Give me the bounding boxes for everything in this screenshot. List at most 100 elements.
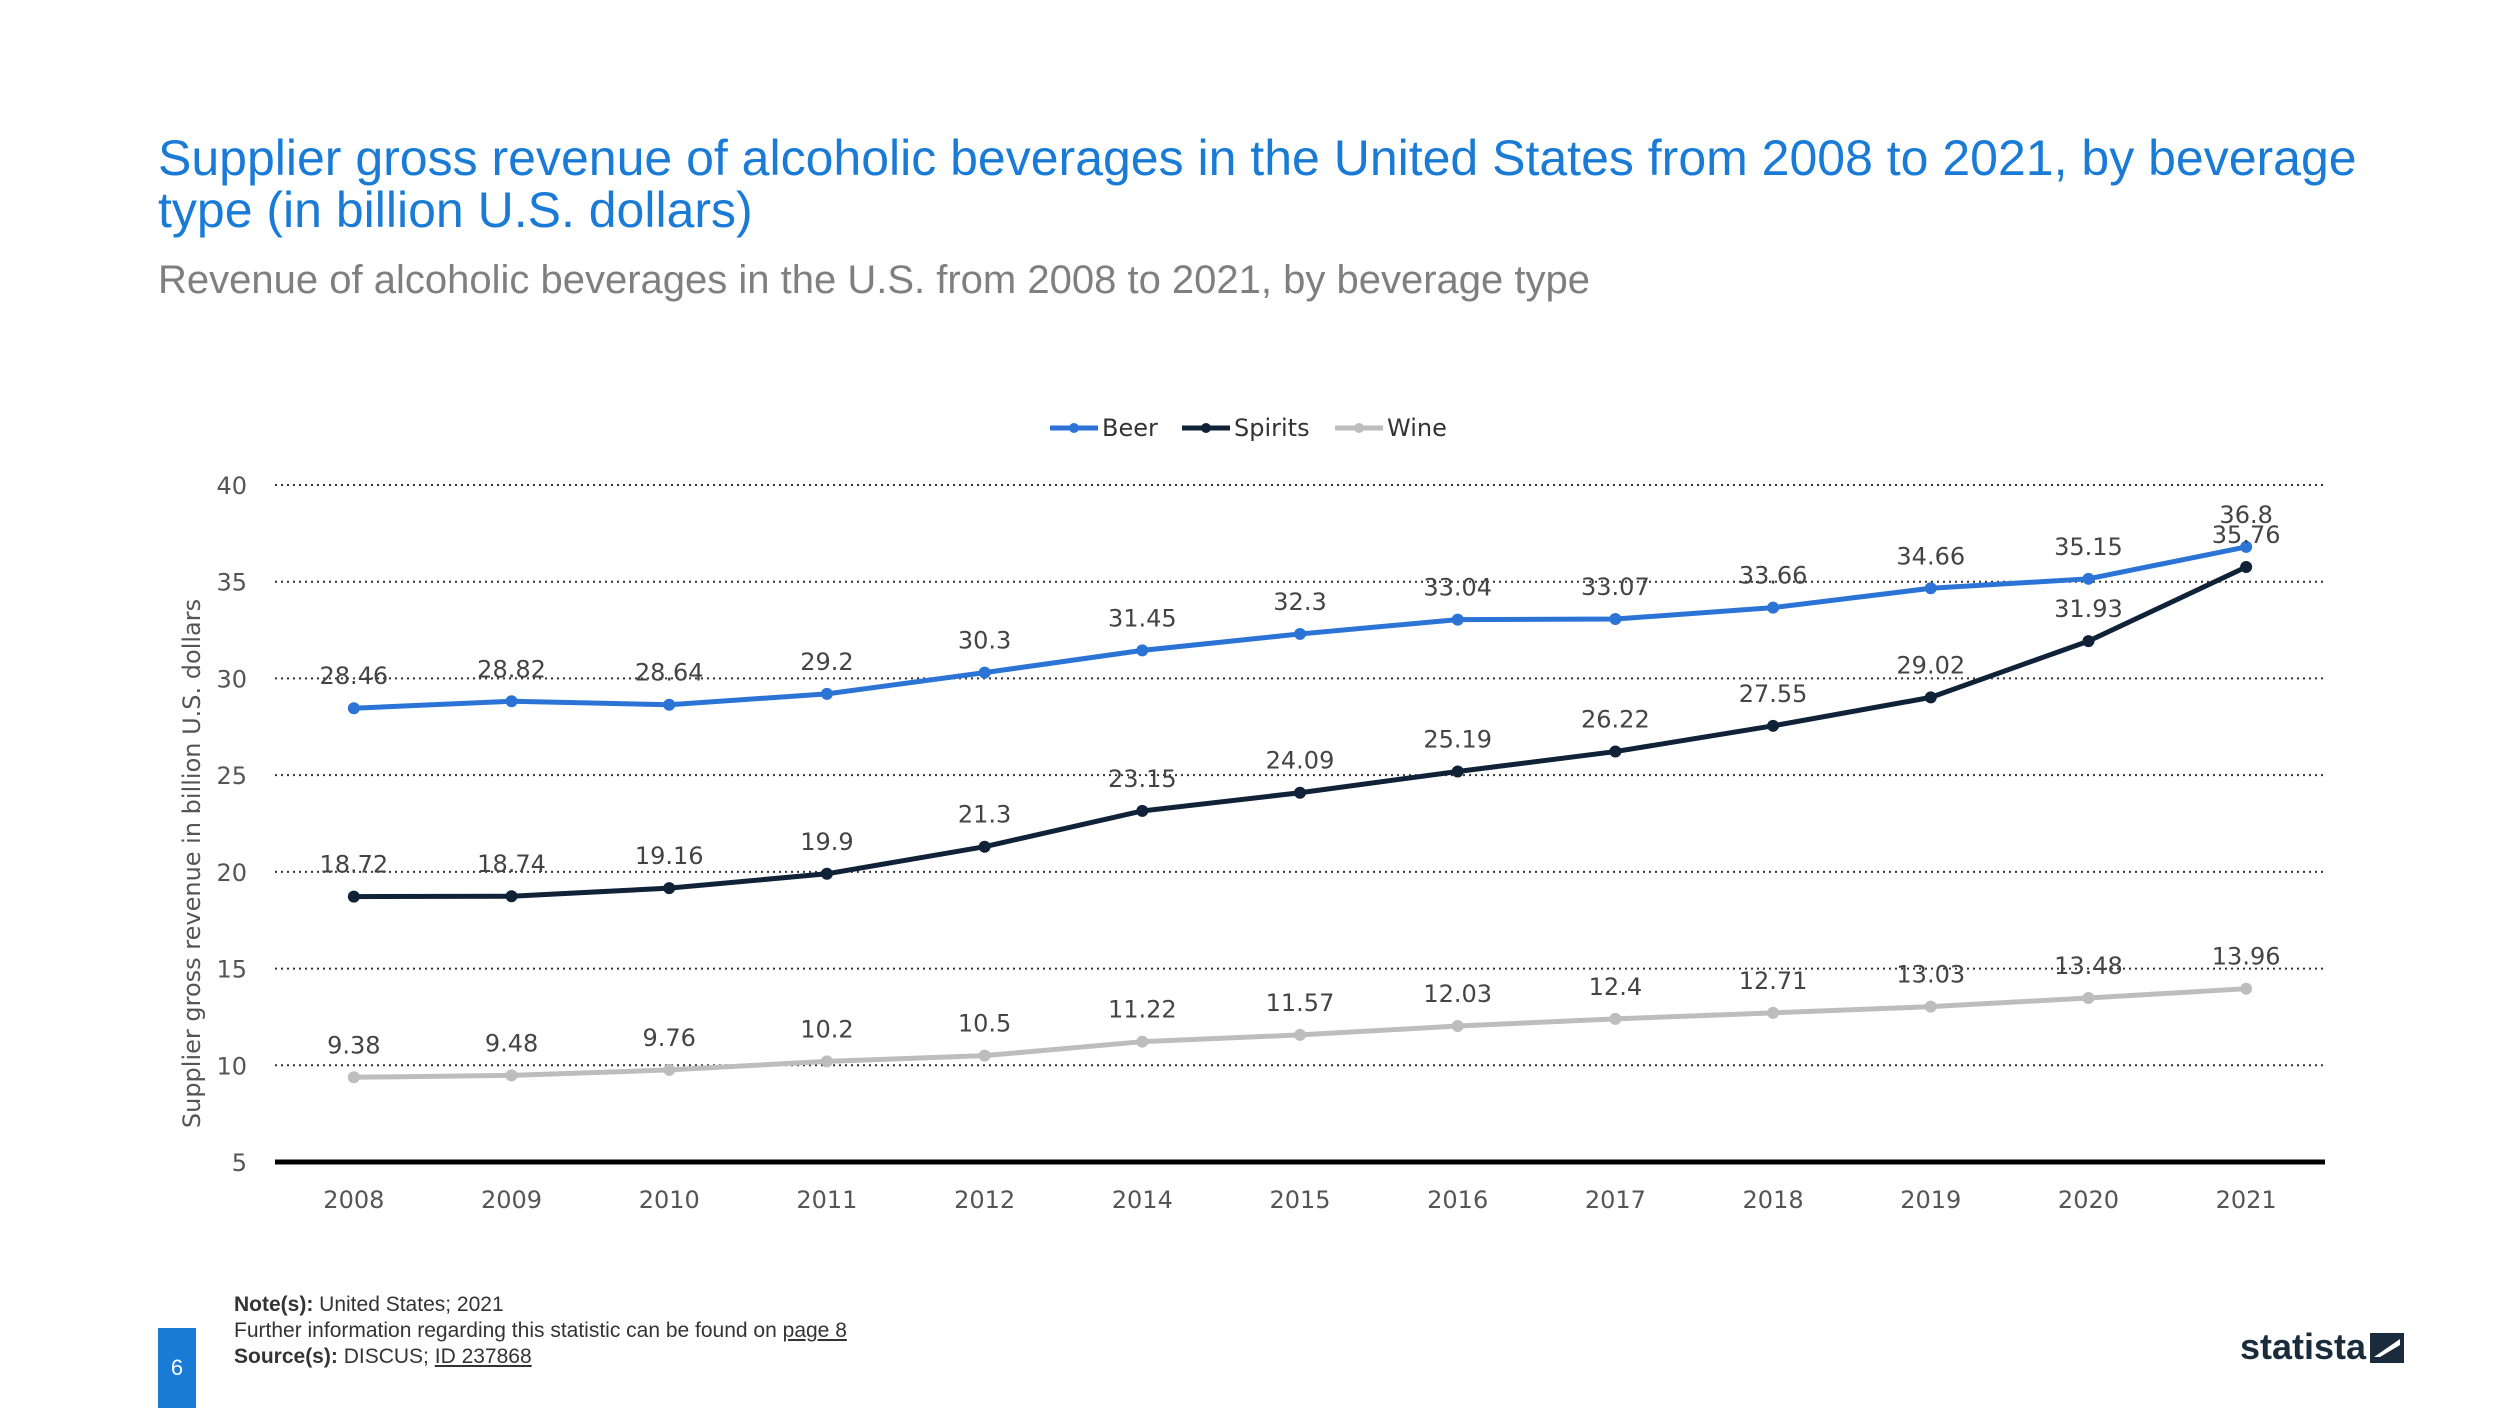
data-label-beer: 31.45 (1108, 604, 1177, 632)
data-label-beer: 33.66 (1739, 562, 1808, 590)
data-point-beer (505, 695, 518, 708)
source-text: DISCUS; (343, 1345, 429, 1368)
data-label-spirits: 19.9 (800, 828, 853, 856)
data-point-wine (978, 1049, 991, 1062)
data-label-spirits: 27.55 (1739, 680, 1808, 708)
x-tick-label: 2008 (323, 1186, 384, 1214)
statista-mark-icon (2370, 1333, 2405, 1363)
data-point-spirits (1609, 745, 1622, 758)
data-point-beer (1609, 613, 1622, 626)
data-label-wine: 9.38 (327, 1031, 380, 1059)
data-point-spirits (2240, 561, 2253, 574)
data-label-spirits: 26.22 (1581, 706, 1650, 734)
data-point-spirits (820, 867, 833, 880)
data-label-wine: 11.22 (1108, 996, 1177, 1024)
data-point-beer (2082, 572, 2095, 585)
data-label-wine: 13.96 (2212, 943, 2281, 971)
x-tick-label: 2014 (1112, 1186, 1173, 1214)
data-point-wine (820, 1055, 833, 1068)
data-point-beer (663, 698, 676, 711)
x-tick-label: 2010 (639, 1186, 700, 1214)
data-label-wine: 10.2 (800, 1015, 853, 1043)
data-label-spirits: 21.3 (958, 801, 1011, 829)
further-info-link[interactable]: page 8 (782, 1319, 847, 1342)
legend-marker-beer (1069, 423, 1079, 433)
y-tick-label: 35 (216, 569, 247, 597)
data-label-beer: 36.8 (2219, 501, 2272, 529)
source-line: Source(s): DISCUS; ID 237868 (234, 1344, 847, 1370)
data-label-beer: 33.04 (1423, 574, 1492, 602)
data-point-spirits (1451, 765, 1464, 778)
x-tick-label: 2017 (1585, 1186, 1646, 1214)
x-tick-label: 2009 (481, 1186, 542, 1214)
data-point-beer (978, 666, 991, 679)
source-link[interactable]: ID 237868 (434, 1345, 532, 1368)
data-point-spirits (1767, 719, 1780, 732)
line-chart: 5 10 15 20 25 30 35 40 2008 2009 2010 2011 2012 2014 2… (178, 414, 2325, 1214)
notes-label: Note(s): (234, 1293, 314, 1316)
data-point-wine (663, 1063, 676, 1076)
data-label-beer: 32.3 (1273, 588, 1326, 616)
data-point-beer (1767, 601, 1780, 614)
data-point-spirits (505, 890, 518, 903)
y-tick-label: 10 (216, 1052, 247, 1080)
x-tick-label: 2020 (2058, 1186, 2119, 1214)
data-point-beer (820, 687, 833, 700)
data-point-wine (2240, 982, 2253, 995)
x-tick-label: 2019 (1900, 1186, 1961, 1214)
data-point-spirits (347, 890, 360, 903)
y-axis-title: Supplier gross revenue in billion U.S. d… (178, 599, 206, 1128)
data-point-wine (1924, 1000, 1937, 1013)
data-label-wine: 12.4 (1589, 973, 1642, 1001)
data-label-spirits: 19.16 (635, 842, 704, 870)
data-label-wine: 11.57 (1266, 989, 1335, 1017)
data-label-spirits: 18.72 (319, 851, 388, 879)
data-label-wine: 12.71 (1739, 967, 1808, 995)
data-label-beer: 28.82 (477, 655, 546, 683)
data-label-beer: 35.15 (2054, 533, 2123, 561)
data-point-wine (505, 1069, 518, 1082)
data-label-wine: 9.76 (643, 1024, 696, 1052)
data-point-beer (1451, 613, 1464, 626)
data-label-beer: 34.66 (1896, 542, 1965, 570)
legend-label-spirits: Spirits (1234, 414, 1310, 442)
data-point-spirits (1136, 804, 1149, 817)
data-point-wine (1609, 1012, 1622, 1025)
legend-label-beer: Beer (1102, 414, 1158, 442)
data-point-spirits (663, 882, 676, 895)
statista-logo: statista (2240, 1326, 2405, 1368)
notes-text: United States; 2021 (319, 1293, 504, 1316)
data-point-beer (1136, 644, 1149, 657)
data-label-beer: 28.64 (635, 659, 704, 687)
x-tick-label: 2021 (2216, 1186, 2277, 1214)
data-point-wine (1294, 1028, 1306, 1041)
data-label-beer: 33.07 (1581, 573, 1650, 601)
y-tick-label: 30 (216, 665, 247, 693)
legend-label-wine: Wine (1387, 414, 1447, 442)
data-label-wine: 13.03 (1896, 961, 1965, 989)
chart-title: Supplier gross revenue of alcoholic beve… (158, 130, 2357, 238)
further-info-line: Further information regarding this stati… (234, 1318, 847, 1344)
data-label-spirits: 25.19 (1423, 725, 1492, 753)
data-point-beer (347, 702, 360, 715)
data-point-spirits (1924, 691, 1937, 704)
chart-subtitle: Revenue of alcoholic beverages in the U.… (158, 258, 1591, 302)
data-point-wine (1136, 1035, 1149, 1048)
x-tick-label: 2015 (1269, 1186, 1330, 1214)
x-tick-label: 2018 (1743, 1186, 1804, 1214)
data-label-beer: 30.3 (958, 627, 1011, 655)
data-label-spirits: 31.93 (2054, 595, 2123, 623)
data-label-wine: 9.48 (485, 1029, 538, 1057)
notes-line: Note(s): United States; 2021 (234, 1292, 847, 1318)
y-tick-label: 15 (216, 956, 247, 984)
x-tick-label: 2016 (1427, 1186, 1488, 1214)
data-point-beer (2240, 540, 2253, 553)
x-tick-label: 2011 (796, 1186, 857, 1214)
x-tick-label: 2012 (954, 1186, 1015, 1214)
data-label-wine: 13.48 (2054, 952, 2123, 980)
data-label-spirits: 29.02 (1896, 651, 1965, 679)
data-label-spirits: 23.15 (1108, 765, 1177, 793)
data-label-spirits: 35.76 (2212, 521, 2281, 549)
data-label-spirits: 24.09 (1266, 747, 1335, 775)
further-info-text: Further information regarding this stati… (234, 1319, 777, 1342)
